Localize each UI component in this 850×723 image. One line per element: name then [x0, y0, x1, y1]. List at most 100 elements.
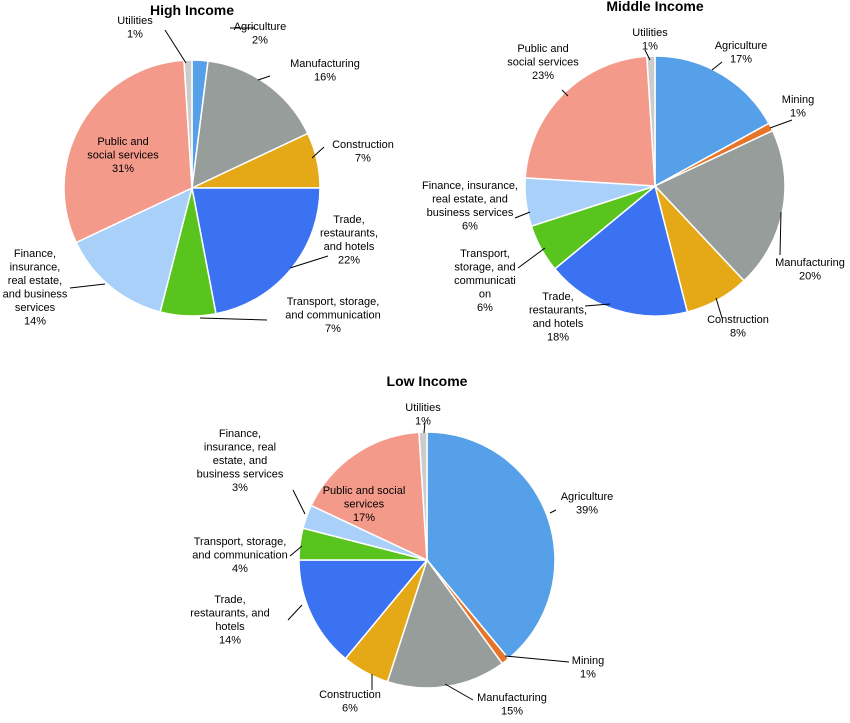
- slice-label-line-high-income-trade: restaurants,: [320, 228, 378, 240]
- leader-line-high-income-construction: [311, 146, 325, 159]
- slice-label-line-low-income-agriculture: 39%: [576, 505, 598, 517]
- slice-label-low-income-transport: Transport, storage, and communication 4%: [192, 536, 287, 575]
- pie-slice-low-income-trade: [298, 559, 429, 660]
- slice-label-line-high-income-finance: services: [15, 302, 56, 314]
- leader-line-middle-income-trade: [584, 303, 611, 307]
- slice-label-line-middle-income-transport: on: [479, 289, 491, 301]
- pie-slice-low-income-manufacturing: [386, 558, 504, 689]
- slice-label-line-low-income-transport: 4%: [232, 563, 248, 575]
- slice-label-line-low-income-finance: Finance,: [219, 428, 261, 440]
- slice-label-line-middle-income-manufacturing: Manufacturing: [775, 257, 845, 269]
- leader-line-high-income-finance: [69, 283, 106, 289]
- slice-label-high-income-transport: Transport, storage, and communication 7%: [285, 296, 380, 335]
- slice-label-low-income-agriculture: Agriculture 39%: [561, 491, 614, 517]
- leader-line-low-income-manufacturing: [444, 683, 474, 701]
- slice-label-line-high-income-utilities: 1%: [127, 29, 143, 41]
- leader-line-middle-income-mining: [769, 119, 793, 129]
- slice-label-line-low-income-transport: and communication: [192, 550, 287, 562]
- slice-label-middle-income-public: Public and social services 23%: [507, 43, 579, 82]
- slice-label-line-middle-income-finance: real estate, and: [432, 194, 508, 206]
- slice-label-line-middle-income-utilities: 1%: [642, 41, 658, 53]
- slice-label-line-low-income-public: 17%: [353, 512, 375, 524]
- slice-label-middle-income-transport: Transport, storage, and communicati on 6%: [454, 248, 516, 314]
- pie-slice-middle-income-utilities: [646, 55, 656, 187]
- slice-label-line-middle-income-construction: 8%: [730, 328, 746, 340]
- slice-label-line-low-income-public: Public and social: [323, 485, 406, 497]
- slice-label-high-income-trade: Trade, restaurants, and hotels 22%: [320, 214, 378, 267]
- slice-label-line-high-income-transport: 7%: [325, 323, 341, 335]
- leader-line-low-income-transport: [289, 545, 303, 557]
- slice-label-line-middle-income-manufacturing: 20%: [799, 271, 821, 283]
- slice-label-low-income-mining: Mining 1%: [572, 655, 604, 681]
- slice-label-line-high-income-finance: Finance,: [14, 248, 56, 260]
- slice-label-middle-income-utilities: Utilities 1%: [632, 27, 668, 53]
- slice-label-line-high-income-trade: 22%: [338, 255, 360, 267]
- slice-label-line-middle-income-public: Public and: [517, 43, 568, 55]
- leader-line-middle-income-manufacturing: [779, 211, 782, 256]
- slice-label-low-income-finance: Finance, insurance, real estate, and busine…: [197, 428, 284, 494]
- slice-label-line-high-income-utilities: Utilities: [117, 15, 153, 27]
- leader-line-low-income-trade: [287, 604, 303, 621]
- leader-line-high-income-manufacturing: [257, 75, 271, 81]
- slice-label-line-middle-income-trade: 18%: [547, 332, 569, 344]
- slice-label-line-high-income-agriculture: 2%: [252, 35, 268, 47]
- slice-label-line-high-income-finance: and business: [3, 289, 68, 301]
- chart-title-high-income: High Income: [150, 2, 234, 18]
- slice-label-line-middle-income-construction: Construction: [707, 314, 769, 326]
- pie-slice-middle-income-agriculture: [654, 55, 770, 188]
- slice-label-line-low-income-utilities: Utilities: [405, 402, 441, 414]
- slice-label-middle-income-trade: Trade, restaurants, and hotels 18%: [529, 291, 587, 344]
- slice-label-middle-income-construction: Construction 8%: [707, 314, 769, 340]
- slice-label-line-low-income-mining: 1%: [580, 669, 596, 681]
- slice-label-line-middle-income-utilities: Utilities: [632, 27, 668, 39]
- slice-label-middle-income-finance: Finance, insurance, real estate, and busin…: [422, 180, 518, 233]
- slice-label-line-middle-income-transport: communicati: [454, 275, 516, 287]
- slice-label-high-income-public: Public and social services 31%: [87, 136, 159, 175]
- leader-line-low-income-agriculture: [549, 509, 557, 514]
- slice-label-line-high-income-manufacturing: 16%: [314, 72, 336, 84]
- slice-label-middle-income-manufacturing: Manufacturing 20%: [775, 257, 845, 283]
- leader-line-high-income-trade: [289, 255, 329, 269]
- slice-label-low-income-trade: Trade, restaurants, and hotels 14%: [190, 594, 270, 647]
- slice-label-line-low-income-trade: hotels: [215, 621, 245, 633]
- slice-label-line-high-income-transport: and communication: [285, 310, 380, 322]
- slice-label-line-low-income-trade: restaurants, and: [190, 608, 270, 620]
- slice-label-line-low-income-finance: insurance, real: [204, 442, 276, 454]
- slice-label-line-high-income-agriculture: Agriculture: [234, 21, 287, 33]
- leader-line-middle-income-finance: [514, 211, 531, 219]
- slice-label-line-low-income-trade: 14%: [219, 635, 241, 647]
- slice-label-line-high-income-construction: Construction: [332, 139, 394, 151]
- slice-label-line-middle-income-trade: Trade,: [542, 291, 573, 303]
- chart-title-middle-income: Middle Income: [606, 0, 703, 14]
- leader-line-low-income-utilities: [423, 421, 426, 434]
- slice-label-line-low-income-finance: 3%: [232, 482, 248, 494]
- slice-label-high-income-utilities: Utilities 1%: [117, 15, 153, 41]
- slice-label-line-high-income-construction: 7%: [355, 153, 371, 165]
- slice-label-line-middle-income-agriculture: Agriculture: [715, 40, 768, 52]
- pie-slice-high-income-manufacturing: [191, 60, 309, 190]
- pie-slice-middle-income-public: [524, 55, 656, 187]
- pie-slice-low-income-agriculture: [426, 431, 556, 660]
- chart-title-low-income: Low Income: [387, 373, 468, 389]
- slice-label-high-income-manufacturing: Manufacturing 16%: [290, 58, 360, 84]
- slice-label-high-income-construction: Construction 7%: [332, 139, 394, 165]
- pie-slice-high-income-trade: [191, 187, 321, 315]
- slice-label-low-income-utilities: Utilities 1%: [405, 402, 441, 428]
- slice-label-line-low-income-public: services: [344, 499, 385, 511]
- leader-line-middle-income-construction: [715, 297, 723, 319]
- slice-label-low-income-public: Public and social services 17%: [323, 485, 406, 524]
- slice-label-line-high-income-manufacturing: Manufacturing: [290, 58, 360, 70]
- slice-label-middle-income-agriculture: Agriculture 17%: [715, 40, 768, 66]
- slice-label-low-income-construction: Construction 6%: [319, 689, 381, 715]
- pie-slice-middle-income-trade: [553, 184, 689, 317]
- leader-line-low-income-mining: [504, 655, 570, 663]
- slice-label-high-income-agriculture: Agriculture 2%: [234, 21, 287, 47]
- slice-label-line-middle-income-agriculture: 17%: [730, 54, 752, 66]
- slice-label-line-middle-income-mining: 1%: [790, 108, 806, 120]
- pie-slice-middle-income-manufacturing: [653, 129, 786, 282]
- pie-slice-low-income-utilities: [418, 431, 428, 561]
- slice-label-line-middle-income-transport: storage, and: [454, 262, 515, 274]
- slice-label-high-income-finance: Finance, insurance, real estate, and busine…: [3, 248, 68, 328]
- slice-label-low-income-manufacturing: Manufacturing 15%: [477, 692, 547, 718]
